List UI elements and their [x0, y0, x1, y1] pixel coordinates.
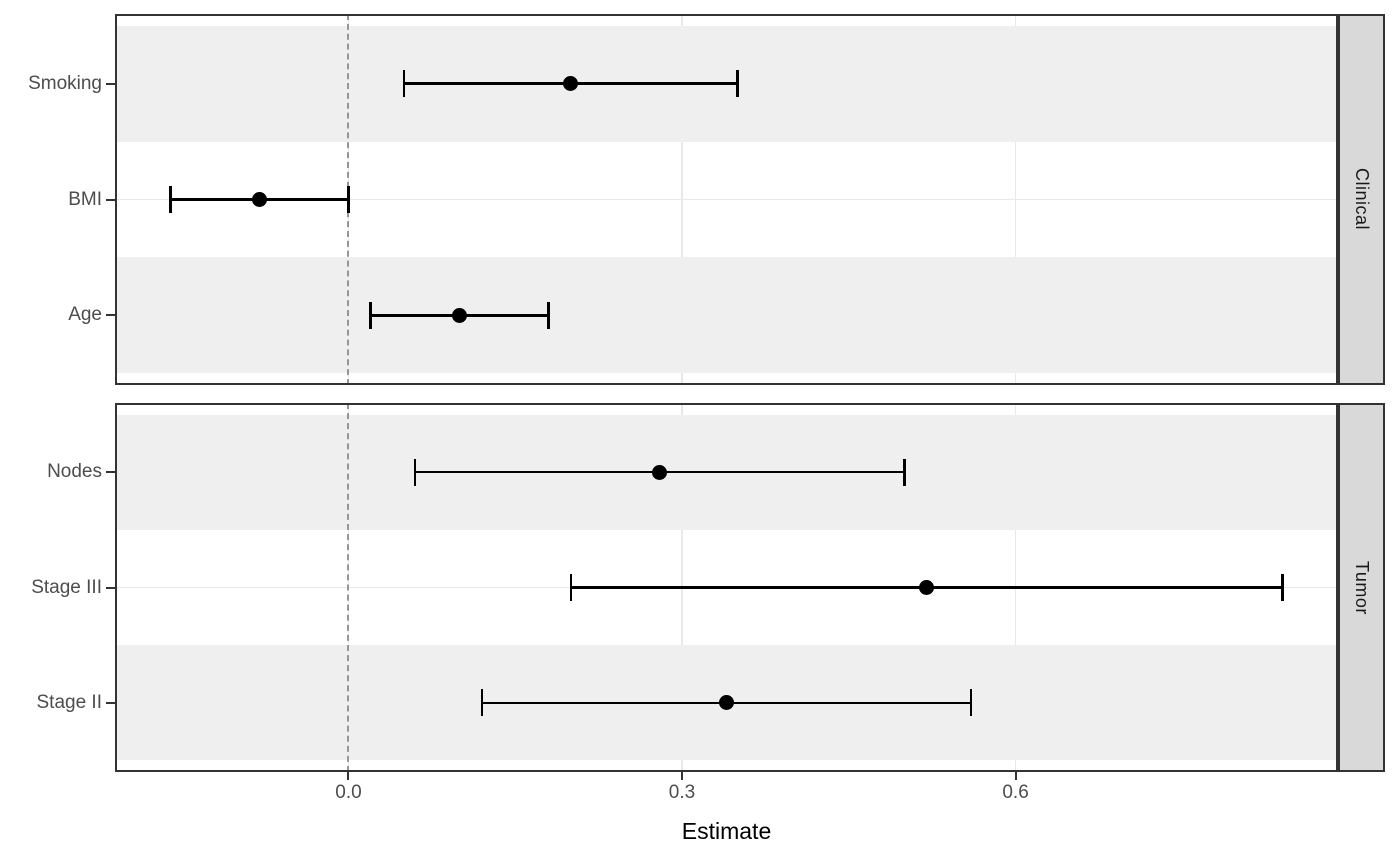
point-estimate — [652, 464, 668, 480]
x-tick-label: 0.6 — [1002, 782, 1029, 803]
ci-cap-right — [903, 458, 906, 486]
ci-cap-right — [1281, 574, 1284, 601]
x-axis-title: Estimate — [681, 818, 772, 844]
y-tick-mark — [106, 586, 115, 589]
ci-cap-right — [347, 186, 350, 213]
facet-strip-tumor: Tumor — [1338, 403, 1385, 772]
y-tick-mark — [106, 198, 115, 201]
y-tick-mark — [106, 701, 115, 704]
point-estimate — [252, 192, 268, 207]
facet-strip-label: Clinical — [1352, 168, 1372, 231]
y-tick-label: Nodes — [47, 461, 102, 483]
ci-cap-left — [369, 301, 372, 329]
ci-cap-right — [736, 70, 739, 98]
y-tick-label: BMI — [68, 188, 102, 210]
ci-cap-left — [402, 70, 406, 98]
ci-cap-left — [569, 574, 573, 601]
x-tick-mark — [347, 772, 350, 780]
x-tick-mark — [681, 772, 684, 780]
facet-panel-clinical — [115, 14, 1338, 385]
point-estimate — [919, 580, 935, 595]
x-tick-label: 0.3 — [668, 782, 696, 803]
point-estimate — [719, 695, 734, 711]
y-tick-label: Age — [68, 304, 102, 326]
point-estimate — [452, 307, 468, 323]
y-tick-mark — [106, 471, 115, 474]
x-tick-mark — [1014, 772, 1017, 780]
y-gridline — [115, 198, 1338, 201]
ci-cap-left — [480, 689, 484, 717]
ci-cap-left — [413, 458, 417, 486]
zero-reference-line — [347, 403, 350, 772]
ci-cap-right — [547, 301, 550, 329]
point-estimate — [563, 76, 579, 92]
ci-cap-left — [169, 186, 172, 213]
ci-cap-right — [969, 689, 973, 717]
row-stripe — [115, 257, 1338, 374]
y-tick-mark — [106, 314, 115, 317]
y-tick-label: Stage III — [31, 576, 102, 598]
facet-strip-label: Tumor — [1352, 560, 1372, 615]
facet-strip-clinical: Clinical — [1338, 14, 1385, 385]
facet-panel-tumor — [115, 403, 1338, 772]
y-tick-label: Stage II — [36, 691, 103, 713]
x-tick-label: 0.0 — [335, 782, 362, 803]
y-tick-label: Smoking — [28, 72, 102, 94]
y-tick-mark — [106, 82, 115, 85]
